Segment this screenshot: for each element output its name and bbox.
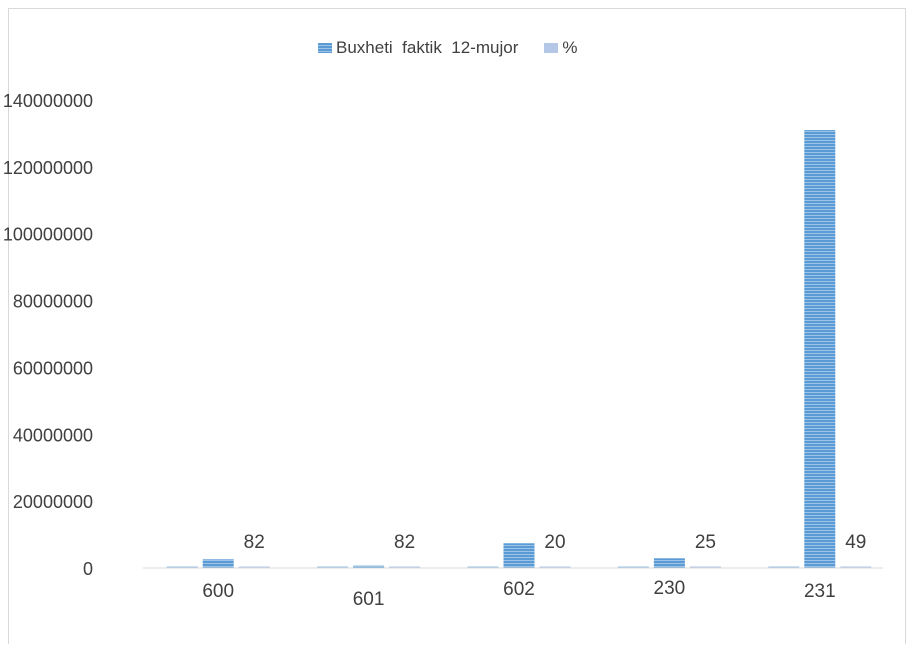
data-label: 49 (845, 532, 866, 553)
x-tick-label: 600 (202, 581, 234, 602)
data-labels: 82 82 20 25 49 (244, 532, 867, 553)
y-tick-label: 0 (83, 559, 93, 579)
x-tick-label: 602 (503, 579, 535, 600)
x-axis: 600 601 602 230 231 (143, 568, 883, 610)
bar-600-series-1 (203, 559, 234, 568)
data-label: 25 (695, 532, 716, 553)
bar-602-series-1 (504, 543, 535, 568)
x-tick-label: 230 (654, 578, 686, 599)
y-tick-label: 40000000 (13, 425, 93, 445)
y-tick-label: 100000000 (3, 225, 93, 245)
y-tick-label: 60000000 (13, 358, 93, 378)
data-label: 82 (394, 532, 415, 553)
data-label: 20 (544, 532, 565, 553)
y-tick-label: 20000000 (13, 492, 93, 512)
y-tick-label: 140000000 (3, 91, 93, 111)
y-tick-label: 80000000 (13, 292, 93, 312)
bar-231-series-1 (804, 130, 835, 568)
data-label: 82 (244, 532, 265, 553)
x-tick-label: 231 (804, 581, 836, 602)
x-tick-label: 601 (353, 589, 385, 610)
y-axis: 0 20000000 40000000 60000000 80000000 1000000… (3, 91, 93, 579)
y-tick-label: 120000000 (3, 158, 93, 178)
bars (167, 130, 872, 568)
bar-230-series-1 (654, 558, 685, 568)
